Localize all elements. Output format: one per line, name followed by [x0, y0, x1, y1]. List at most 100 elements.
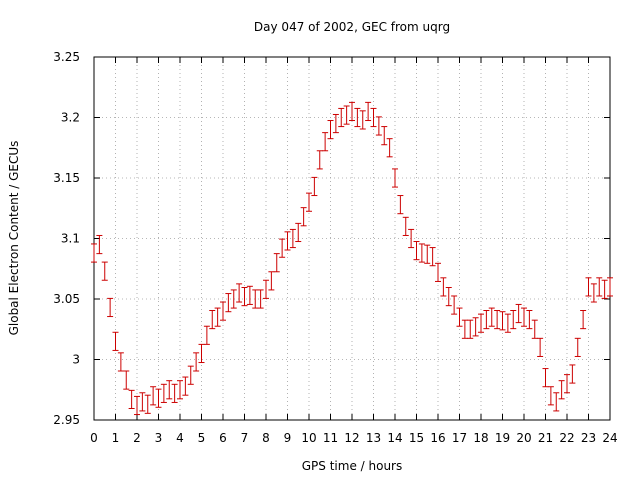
y-tick-label: 3.1 — [61, 232, 80, 246]
data-point — [123, 370, 130, 390]
data-point — [580, 309, 587, 330]
data-point — [107, 297, 114, 318]
data-point — [435, 262, 441, 282]
x-tick-label: 19 — [495, 431, 510, 445]
x-tick-label: 15 — [409, 431, 424, 445]
data-point — [564, 374, 570, 394]
data-point — [96, 234, 103, 255]
data-point — [117, 352, 124, 372]
data-point — [241, 287, 248, 307]
data-point — [155, 388, 162, 408]
y-tick-label: 2.95 — [53, 413, 80, 427]
data-point — [472, 317, 479, 337]
data-point — [537, 337, 544, 357]
x-tick-label: 7 — [241, 431, 249, 445]
data-point — [338, 107, 345, 128]
x-tick-label: 12 — [344, 431, 359, 445]
data-point — [295, 222, 302, 243]
x-tick-label: 16 — [430, 431, 445, 445]
data-point — [521, 307, 527, 327]
data-point — [209, 309, 216, 330]
data-point — [429, 247, 436, 267]
data-point — [166, 380, 173, 400]
x-tick-label: 22 — [559, 431, 574, 445]
data-point — [547, 386, 554, 406]
data-point — [332, 113, 339, 134]
x-tick-label: 24 — [602, 431, 617, 445]
data-point — [359, 110, 366, 130]
data-point — [101, 261, 108, 281]
data-point — [128, 389, 135, 410]
data-point — [515, 303, 522, 324]
data-point — [171, 383, 178, 403]
data-point — [198, 343, 205, 364]
data-point — [375, 116, 382, 136]
data-point — [467, 319, 474, 339]
axis-ticks: 0 1 2 3 4 5 6 7 8 9 10 11 12 13 14 15 16 17 18 19 20 21 22 23 24… — [53, 50, 617, 445]
data-point — [386, 138, 393, 158]
data-point — [456, 307, 463, 327]
data-point — [424, 244, 431, 264]
data-point — [408, 228, 415, 249]
data-point — [607, 277, 613, 297]
x-tick-label: 0 — [90, 431, 98, 445]
y-tick-label: 3.2 — [61, 111, 80, 125]
x-tick-label: 21 — [538, 431, 553, 445]
data-point — [150, 386, 157, 406]
data-point — [182, 376, 189, 396]
data-point — [160, 383, 167, 403]
x-tick-label: 14 — [387, 431, 402, 445]
data-point — [365, 101, 372, 122]
x-tick-label: 6 — [219, 431, 227, 445]
y-axis-label: Global Electron Content / GECUs — [7, 141, 21, 336]
x-tick-label: 20 — [516, 431, 531, 445]
data-point — [601, 279, 608, 299]
y-tick-label: 3.25 — [53, 50, 80, 64]
data-point — [488, 307, 495, 327]
data-point — [349, 101, 355, 122]
data-point — [263, 279, 269, 299]
data-point — [225, 293, 232, 313]
x-tick-label: 2 — [133, 431, 141, 445]
data-point — [279, 238, 286, 258]
data-point — [343, 105, 350, 125]
data-point — [542, 368, 549, 388]
data-point — [596, 277, 603, 297]
data-point — [139, 392, 146, 412]
data-point — [257, 289, 264, 309]
data-point — [252, 289, 259, 309]
data-point — [451, 295, 458, 315]
data-point — [381, 126, 388, 146]
x-tick-label: 8 — [262, 431, 270, 445]
data-point — [461, 319, 468, 339]
data-point — [316, 150, 323, 170]
x-tick-label: 13 — [366, 431, 381, 445]
y-tick-label: 3.15 — [53, 171, 80, 185]
data-point — [418, 243, 425, 263]
data-point — [478, 313, 484, 333]
data-point — [531, 319, 538, 339]
x-tick-label: 23 — [581, 431, 596, 445]
x-tick-label: 11 — [323, 431, 338, 445]
data-point — [558, 380, 565, 400]
x-tick-label: 5 — [198, 431, 206, 445]
data-point — [193, 352, 200, 372]
data-point — [392, 168, 398, 188]
data-point — [526, 309, 533, 330]
data-point — [499, 311, 506, 331]
data-point — [220, 301, 226, 321]
data-point — [569, 364, 576, 384]
data-point — [402, 216, 409, 236]
data-point — [289, 228, 296, 249]
data-point — [494, 309, 501, 330]
data-point — [230, 289, 237, 309]
data-point — [203, 325, 210, 345]
data-point — [553, 392, 560, 412]
data-point — [246, 285, 253, 305]
x-tick-label: 1 — [112, 431, 120, 445]
data-point — [177, 380, 183, 400]
data-point — [214, 307, 221, 327]
data-point — [236, 283, 243, 303]
data-point — [327, 120, 334, 140]
